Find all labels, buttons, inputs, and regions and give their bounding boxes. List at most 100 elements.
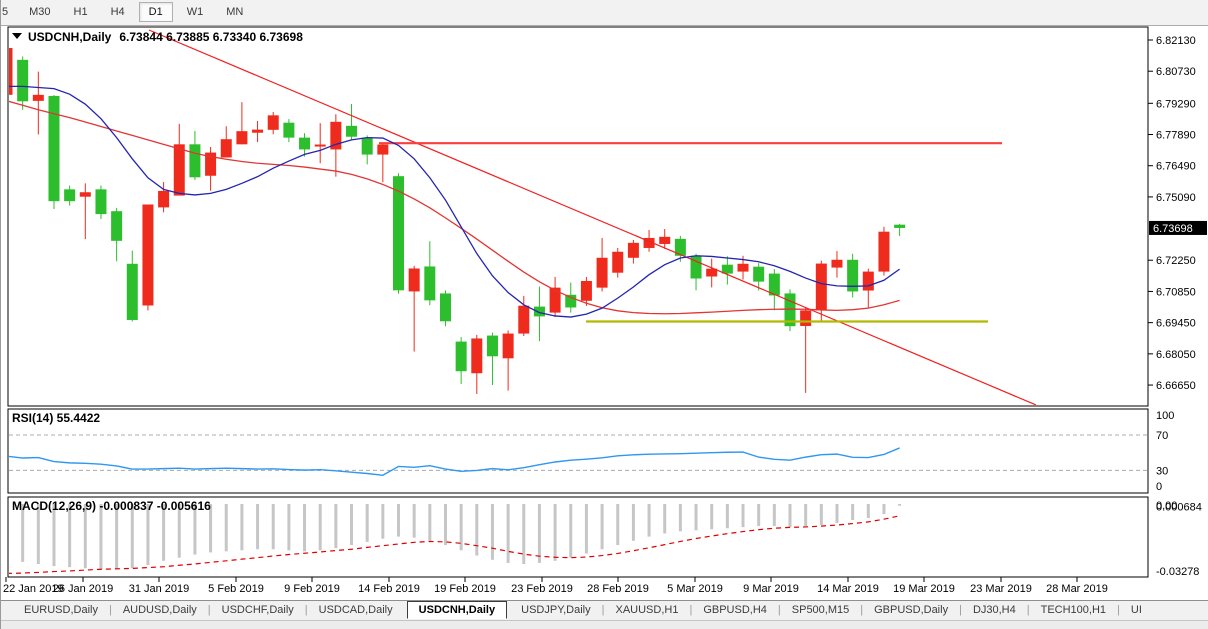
axes-layer: 6.82130 6.80730 6.79290 6.77890 6.76490 6.750… — [3, 35, 1207, 595]
tab-GBPUSD-Daily[interactable]: GBPUSD,Daily — [874, 604, 949, 616]
date-label: 26 Jan 2019 — [53, 583, 114, 595]
candle-body — [690, 255, 702, 279]
candle-body — [220, 139, 232, 158]
candle-body — [737, 263, 749, 272]
chart-title: USDCNH,Daily 6.73844 6.73885 6.73340 6.73… — [28, 30, 303, 44]
tab-GBPUSD-H4[interactable]: GBPUSD,H4 — [703, 604, 767, 616]
timeframe-button-MN[interactable]: MN — [226, 6, 244, 18]
candle-body — [79, 192, 91, 197]
tab-separator: | — [207, 604, 211, 616]
tab-separator: | — [777, 604, 781, 616]
tab-USDCAD-Daily[interactable]: USDCAD,Daily — [318, 604, 393, 616]
date-label: 23 Mar 2019 — [970, 583, 1032, 595]
candle-body — [862, 271, 874, 291]
tab-USDCHF-Daily[interactable]: USDCHF,Daily — [221, 604, 294, 616]
tab-DJ30-H4[interactable]: DJ30,H4 — [972, 604, 1016, 616]
macd-axis-label: 0.000684 — [1156, 502, 1202, 514]
tab-USDCNH-Daily[interactable]: USDCNH,Daily — [406, 601, 508, 619]
tab-USDJPY-Daily[interactable]: USDJPY,Daily — [521, 604, 591, 616]
current-price-value: 6.73698 — [1153, 223, 1193, 235]
price-axis-label: 6.82130 — [1156, 35, 1196, 47]
candle-body — [393, 176, 404, 291]
candle-body — [612, 251, 624, 273]
timeframe-button-H1[interactable]: H1 — [73, 6, 88, 18]
macd-axis-label: 0.00 — [1156, 500, 1177, 512]
candle-body — [847, 259, 859, 292]
candle-body — [95, 189, 107, 215]
main-chart-panel — [7, 26, 1149, 407]
date-label: 5 Feb 2019 — [208, 583, 264, 595]
timeframe-button-D1[interactable]: D1 — [138, 2, 173, 22]
candle-body — [659, 236, 671, 244]
candle-body — [48, 95, 60, 202]
macd-label: MACD(12,26,9) -0.000837 -0.005616 — [12, 499, 211, 513]
price-axis-label: 6.77890 — [1156, 130, 1196, 142]
chart-objects-layer — [9, 29, 1037, 405]
candle-body — [439, 293, 451, 322]
timeframe-button-5[interactable]: 5 — [2, 6, 9, 18]
ma-slow-line — [9, 100, 900, 315]
candle-body — [346, 125, 358, 137]
candle-body — [361, 137, 373, 155]
candle-body — [518, 305, 530, 334]
date-label: 28 Mar 2019 — [1046, 583, 1108, 595]
candle-body — [815, 263, 827, 311]
candle-body — [32, 94, 44, 101]
tab-separator: | — [860, 604, 864, 616]
price-axis-label: 6.76490 — [1156, 161, 1196, 173]
date-label: 9 Feb 2019 — [284, 583, 340, 595]
price-axis-label: 6.69450 — [1156, 318, 1196, 330]
rsi-axis-label: 0 — [1156, 481, 1162, 493]
timeframe-button-W1[interactable]: W1 — [186, 6, 204, 18]
candle-body — [580, 280, 592, 301]
candles-layer — [9, 48, 906, 394]
candle-body — [142, 204, 154, 306]
candle-body — [283, 122, 295, 138]
tab-UI[interactable]: UI — [1130, 604, 1142, 616]
date-label: 9 Mar 2019 — [743, 583, 799, 595]
date-label: 14 Feb 2019 — [358, 583, 420, 595]
rsi-axis-label: 30 — [1156, 465, 1168, 477]
candle-body — [800, 310, 812, 326]
tab-EURUSD-Daily[interactable]: EURUSD,Daily — [24, 604, 98, 616]
price-axis-label: 6.79290 — [1156, 98, 1196, 110]
price-axis-label: 6.75090 — [1156, 192, 1196, 204]
tab-AUDUSD-Daily[interactable]: AUDUSD,Daily — [122, 604, 197, 616]
tab-separator: | — [304, 604, 308, 616]
descending-trendline[interactable] — [148, 29, 1037, 405]
candle-body — [9, 48, 13, 95]
tab-separator: | — [1117, 604, 1120, 616]
date-label: 31 Jan 2019 — [129, 583, 190, 595]
status-strip — [1, 620, 1208, 629]
price-axis-label: 6.70850 — [1156, 286, 1196, 298]
candle-body — [643, 237, 655, 248]
candle-body — [706, 268, 718, 277]
timeframe-button-M30[interactable]: M30 — [29, 6, 51, 18]
tab-TECH100-H1[interactable]: TECH100,H1 — [1040, 604, 1107, 616]
candle-body — [627, 242, 639, 258]
rsi-axis-label: 70 — [1156, 430, 1168, 442]
candle-body — [424, 266, 436, 301]
candle-body — [502, 333, 514, 359]
date-label: 14 Mar 2019 — [817, 583, 879, 595]
candle-body — [377, 144, 389, 155]
tab-separator: | — [601, 604, 605, 616]
symbol-dropdown-icon[interactable] — [12, 33, 22, 39]
candle-body — [831, 259, 843, 268]
candle-body — [205, 152, 217, 176]
candle-body — [721, 264, 733, 274]
timeframe-button-H4[interactable]: H4 — [110, 6, 125, 18]
tab-separator: | — [1026, 604, 1030, 616]
candle-body — [753, 266, 765, 282]
rsi-label: RSI(14) 55.4422 — [12, 411, 100, 425]
candle-body — [533, 306, 545, 317]
candle-body — [894, 224, 906, 228]
candle-body — [565, 294, 577, 308]
tab-XAUUSD-H1[interactable]: XAUUSD,H1 — [615, 604, 679, 616]
candle-body — [236, 131, 248, 145]
timeframe-toolbar: 5 M30 H1 H4 D1 W1 MN — [1, 0, 1208, 26]
candle-body — [408, 268, 420, 292]
candle-body — [330, 121, 342, 150]
tab-SP500-M15[interactable]: SP500,M15 — [791, 604, 850, 616]
